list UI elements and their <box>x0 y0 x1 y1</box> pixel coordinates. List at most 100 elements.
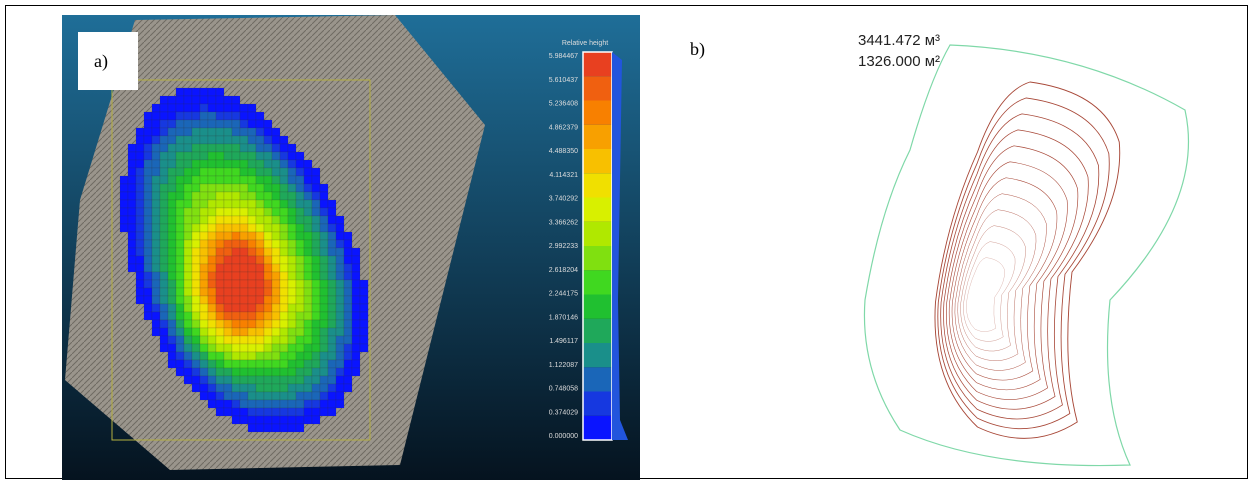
height-cell <box>176 128 184 136</box>
height-cell <box>288 296 296 304</box>
height-cell <box>320 408 328 416</box>
height-cell <box>312 216 320 224</box>
height-cell <box>352 248 360 256</box>
height-cell <box>344 328 352 336</box>
height-cell <box>304 368 312 376</box>
height-cell <box>272 288 280 296</box>
height-cell <box>264 152 272 160</box>
height-cell <box>360 296 368 304</box>
height-cell <box>352 288 360 296</box>
height-cell <box>176 248 184 256</box>
height-cell <box>288 368 296 376</box>
height-cell <box>264 128 272 136</box>
colorbar-tick-label: 5.984467 <box>549 53 578 60</box>
height-cell <box>248 144 256 152</box>
height-cell <box>240 368 248 376</box>
height-cell <box>272 408 280 416</box>
height-cell <box>208 176 216 184</box>
height-cell <box>240 272 248 280</box>
height-cell <box>152 320 160 328</box>
height-cell <box>208 368 216 376</box>
height-cell <box>336 328 344 336</box>
height-cell <box>152 152 160 160</box>
height-cell <box>208 280 216 288</box>
height-cell <box>312 264 320 272</box>
height-cell <box>320 296 328 304</box>
height-cell <box>208 392 216 400</box>
height-cell <box>160 120 168 128</box>
height-cell <box>240 280 248 288</box>
height-cell <box>232 312 240 320</box>
height-cell <box>264 200 272 208</box>
height-cell <box>200 136 208 144</box>
height-cell <box>232 296 240 304</box>
height-cell <box>336 272 344 280</box>
height-cell <box>208 120 216 128</box>
height-cell <box>336 360 344 368</box>
height-cell <box>128 144 136 152</box>
height-cell <box>248 224 256 232</box>
height-cell <box>208 400 216 408</box>
height-cell <box>352 360 360 368</box>
height-cell <box>128 200 136 208</box>
height-cell <box>296 376 304 384</box>
height-cell <box>352 312 360 320</box>
height-cell <box>328 248 336 256</box>
height-cell <box>232 336 240 344</box>
height-cell <box>224 368 232 376</box>
height-cell <box>304 184 312 192</box>
height-cell <box>168 320 176 328</box>
height-cell <box>304 216 312 224</box>
height-cell <box>192 144 200 152</box>
height-cell <box>216 400 224 408</box>
height-cell <box>296 328 304 336</box>
height-cell <box>296 296 304 304</box>
height-cell <box>128 160 136 168</box>
height-cell <box>232 216 240 224</box>
height-cell <box>272 256 280 264</box>
height-cell <box>280 384 288 392</box>
height-cell <box>232 232 240 240</box>
height-cell <box>168 344 176 352</box>
height-cell <box>328 384 336 392</box>
height-cell <box>224 168 232 176</box>
height-cell <box>224 408 232 416</box>
height-cell <box>128 168 136 176</box>
height-cell <box>184 376 192 384</box>
height-cell <box>344 352 352 360</box>
height-cell <box>224 256 232 264</box>
height-cell <box>248 264 256 272</box>
height-cell <box>192 384 200 392</box>
height-cell <box>160 240 168 248</box>
height-cell <box>264 136 272 144</box>
height-cell <box>128 152 136 160</box>
height-cell <box>136 136 144 144</box>
height-cell <box>192 248 200 256</box>
height-cell <box>176 264 184 272</box>
colorbar-segment <box>583 392 612 416</box>
height-cell <box>152 328 160 336</box>
height-cell <box>304 312 312 320</box>
height-cell <box>312 232 320 240</box>
height-cell <box>128 192 136 200</box>
colorbar-tick-label: 3.740292 <box>549 196 578 203</box>
contours <box>935 82 1120 438</box>
colorbar-title: Relative height <box>562 40 608 47</box>
height-cell <box>208 256 216 264</box>
height-cell <box>288 168 296 176</box>
height-cell <box>240 384 248 392</box>
height-cell <box>192 336 200 344</box>
height-cell <box>232 368 240 376</box>
colorbar-tick-label: 4.488350 <box>549 148 578 155</box>
height-cell <box>296 384 304 392</box>
height-cell <box>224 208 232 216</box>
height-cell <box>272 280 280 288</box>
height-cell <box>208 128 216 136</box>
height-cell <box>272 344 280 352</box>
height-cell <box>128 184 136 192</box>
height-cell <box>160 328 168 336</box>
height-cell <box>176 328 184 336</box>
height-cell <box>248 392 256 400</box>
height-cell <box>168 128 176 136</box>
height-cell <box>120 184 128 192</box>
